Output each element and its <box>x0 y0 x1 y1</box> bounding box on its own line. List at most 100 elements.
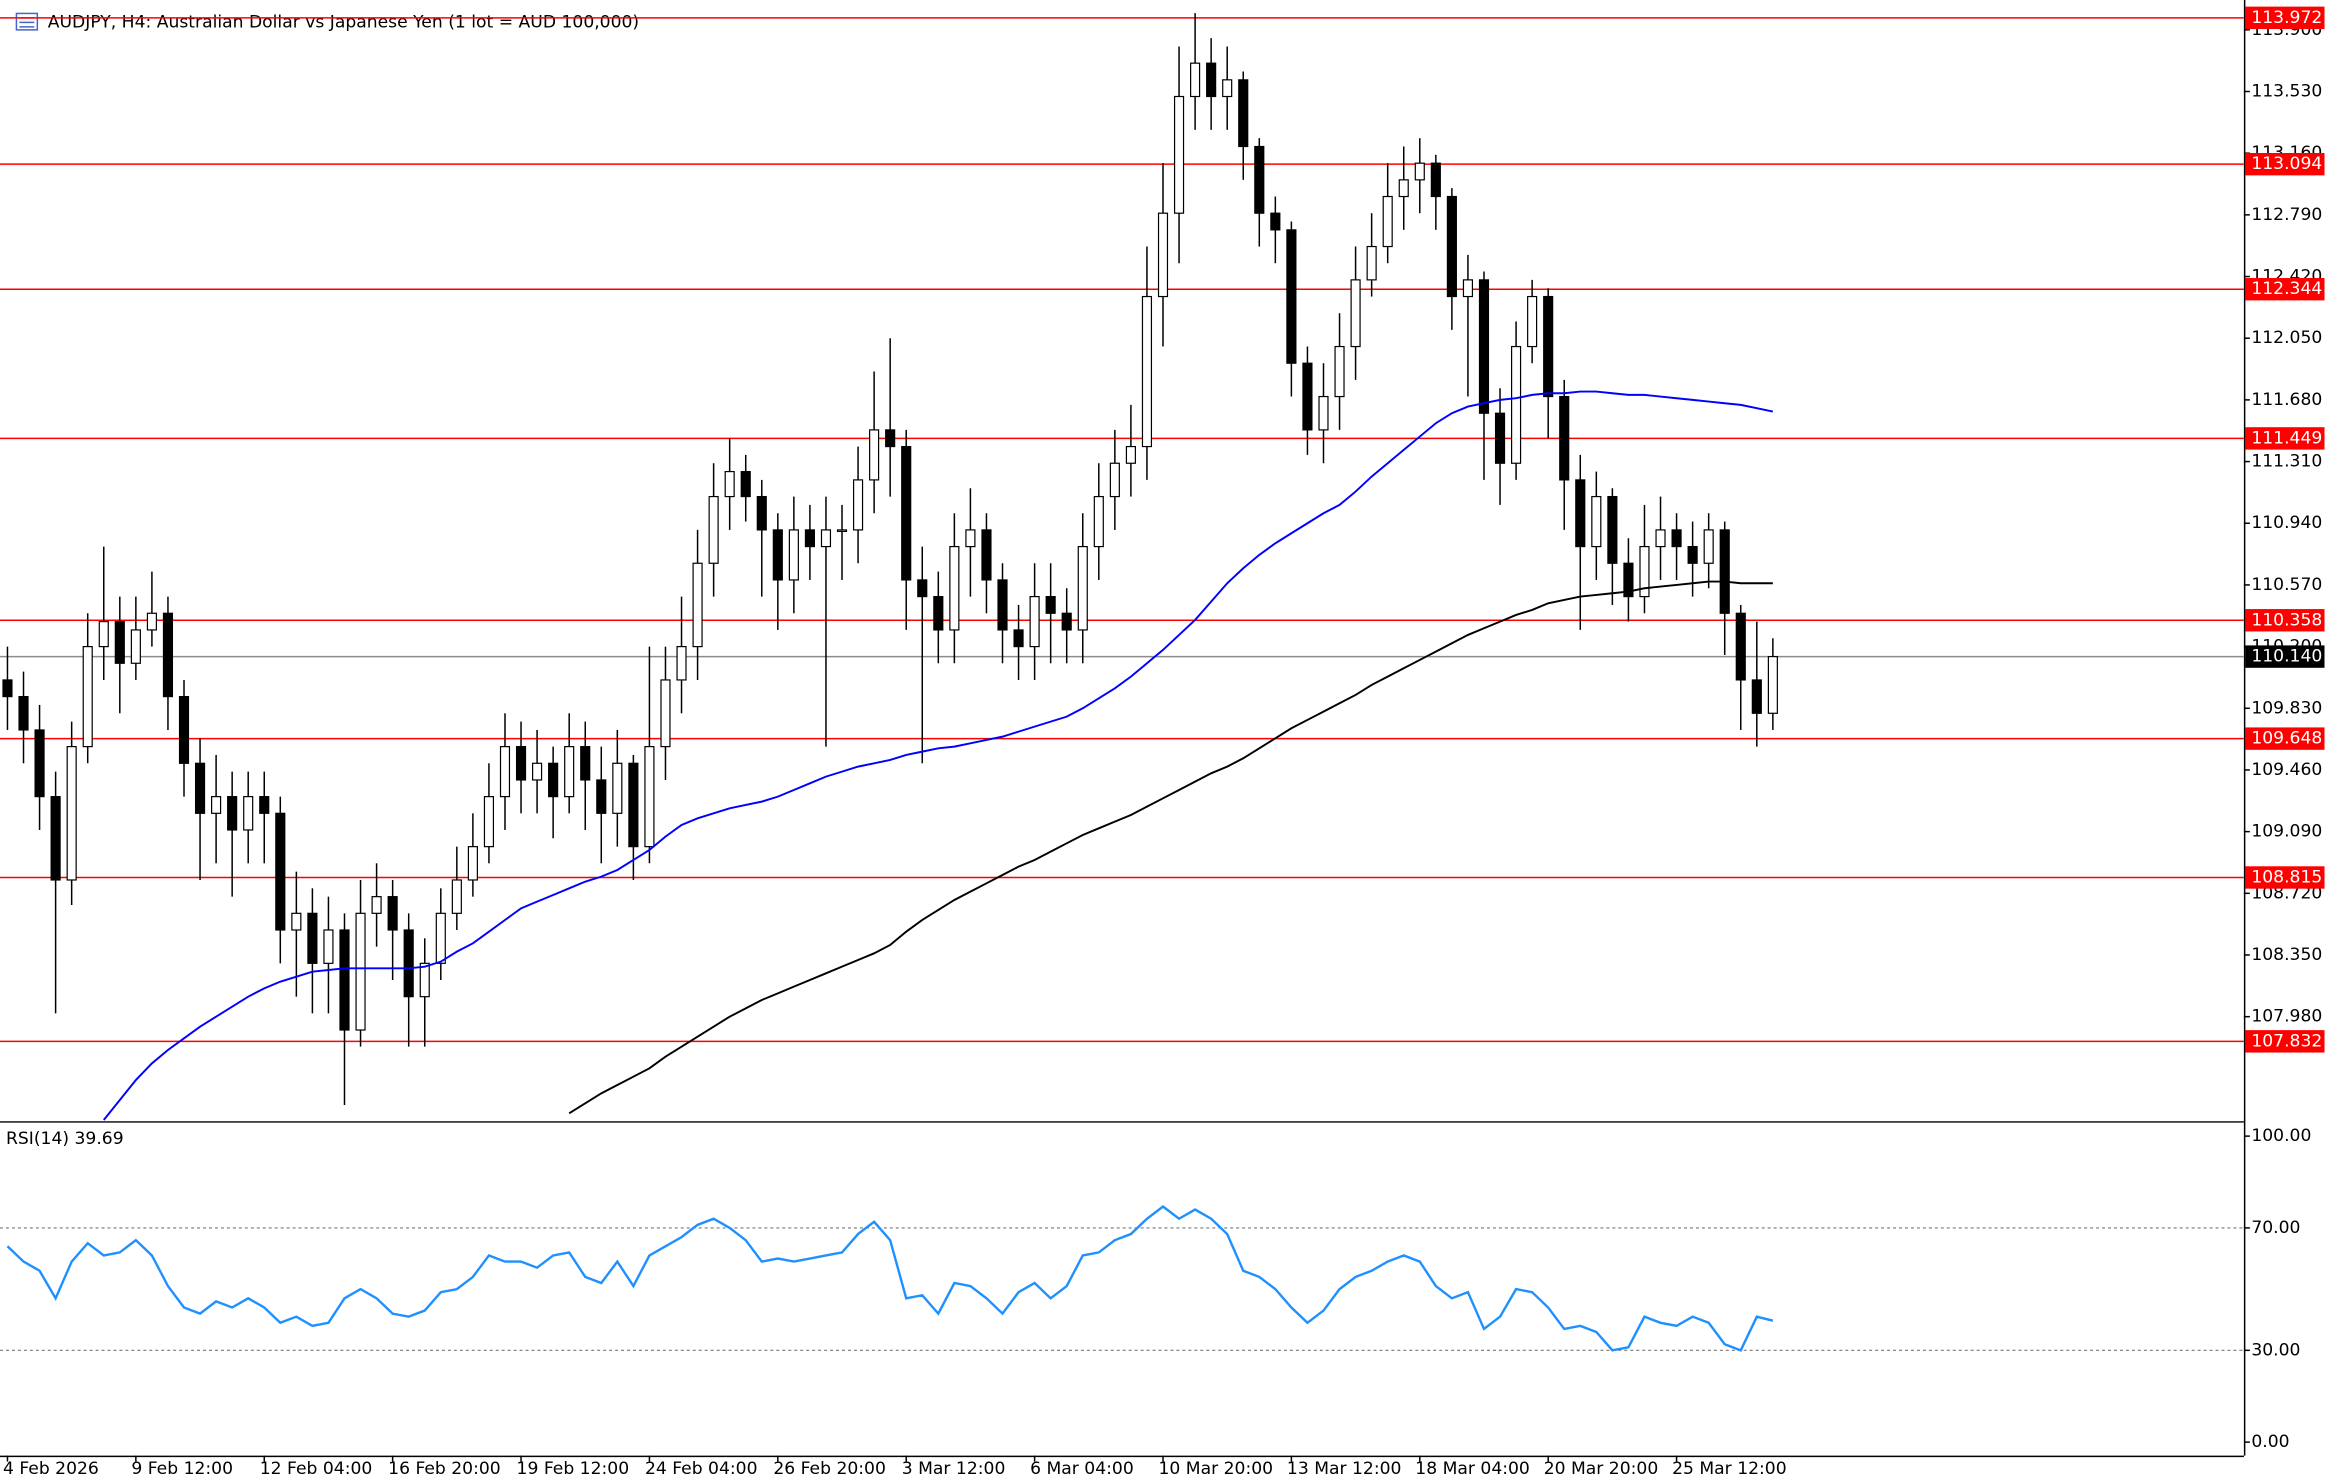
candle-body <box>612 762 623 814</box>
candle-body <box>1077 545 1088 631</box>
candle-body <box>1543 295 1554 398</box>
level-label-box <box>2245 866 2325 889</box>
candle-body <box>1511 345 1522 464</box>
candle-body <box>1719 529 1730 614</box>
y-tick-label: 0.00 <box>2251 1432 2289 1452</box>
candle-body <box>1013 629 1024 648</box>
candle-body <box>1623 562 1634 598</box>
candle-body <box>307 912 318 964</box>
candle-body <box>130 629 141 664</box>
y-tick-label: 108.350 <box>2251 945 2322 965</box>
candle-body <box>644 746 655 848</box>
candle-body <box>804 529 815 548</box>
candle-body <box>1398 179 1409 198</box>
x-tick-label: 25 Mar 12:00 <box>1672 1459 1787 1478</box>
x-tick-label: 3 Mar 12:00 <box>902 1459 1006 1478</box>
candle-body <box>499 746 511 798</box>
candle-body <box>1334 345 1345 398</box>
candle-body <box>708 495 719 564</box>
indicator-line <box>6 1204 1774 1352</box>
y-tick-label: 110.570 <box>2251 575 2322 595</box>
candle-body <box>243 796 254 831</box>
candle-body <box>1350 279 1361 348</box>
candle-body <box>869 429 880 481</box>
candle-body <box>1767 656 1778 714</box>
candle-body <box>1238 79 1249 148</box>
candle-body <box>660 679 671 748</box>
y-tick-label: 109.830 <box>2251 698 2322 718</box>
candle-body <box>997 579 1008 631</box>
candle-body <box>965 529 976 548</box>
candle-body <box>1045 595 1056 614</box>
x-tick-label: 10 Mar 20:00 <box>1159 1459 1274 1478</box>
candle-body <box>323 929 334 964</box>
candle-body <box>564 746 575 798</box>
y-tick-label: 113.530 <box>2251 82 2322 102</box>
candle-body <box>1607 495 1618 564</box>
plot-area <box>0 1204 2244 1352</box>
level-label-box <box>2245 1030 2325 1053</box>
candle-body <box>1190 62 1201 98</box>
level-label-box <box>2245 278 2325 301</box>
candle-body <box>1671 529 1682 548</box>
y-tick-label: 109.090 <box>2251 822 2322 842</box>
candle-body <box>339 929 350 1031</box>
candle-body <box>1061 612 1072 631</box>
moving-average-line <box>103 390 1774 1121</box>
candle-body <box>1735 612 1746 681</box>
candle-body <box>1206 62 1217 98</box>
candle-body <box>1655 529 1666 548</box>
y-tick-label: 111.310 <box>2251 452 2322 472</box>
candle-body <box>1559 395 1570 481</box>
candle-body <box>1173 95 1185 214</box>
level-label-box <box>2245 6 2325 30</box>
candle-body <box>403 929 414 998</box>
candle-body <box>1254 145 1265 214</box>
candle-body <box>820 529 832 548</box>
level-label: 108.815 <box>2251 867 2322 887</box>
candle-body <box>371 896 382 914</box>
candle-body <box>2 679 13 698</box>
level-label-box <box>2245 609 2325 632</box>
y-tick-label: 112.790 <box>2251 205 2322 225</box>
y-tick-label: 70.00 <box>2251 1218 2300 1238</box>
candle-body <box>981 529 992 581</box>
candle-body <box>756 495 767 531</box>
x-tick-label: 4 Feb 2026 <box>3 1459 99 1478</box>
current-price-label: 110.140 <box>2251 647 2322 667</box>
candle-body <box>949 545 960 631</box>
candle-body <box>901 445 912 581</box>
candle-body <box>275 812 286 931</box>
candle-body <box>1366 245 1377 281</box>
level-label: 107.832 <box>2251 1031 2322 1051</box>
level-label: 113.094 <box>2251 154 2322 174</box>
symbol-icon <box>15 12 39 31</box>
x-tick-label: 6 Mar 04:00 <box>1030 1459 1134 1478</box>
level-label: 113.972 <box>2251 8 2322 28</box>
y-tick-label: 111.680 <box>2251 390 2322 410</box>
candle-body <box>836 529 848 533</box>
y-tick-label: 112.050 <box>2251 328 2322 348</box>
moving-average-line <box>568 580 1773 1115</box>
candle-body <box>772 529 783 581</box>
candle-body <box>1494 412 1506 464</box>
candle-body <box>451 879 462 914</box>
candle-body <box>788 529 799 581</box>
candle-body <box>1270 212 1281 231</box>
candle-body <box>66 746 77 881</box>
x-tick-label: 13 Mar 12:00 <box>1287 1459 1402 1478</box>
candle-body <box>291 912 302 931</box>
x-tick-label: 26 Feb 20:00 <box>773 1459 886 1478</box>
x-tick-label: 16 Feb 20:00 <box>388 1459 501 1478</box>
x-tick-label: 9 Feb 12:00 <box>131 1459 233 1478</box>
x-tick-label: 19 Feb 12:00 <box>517 1459 630 1478</box>
candle-body <box>82 646 93 748</box>
y-tick-label: 107.980 <box>2251 1007 2322 1027</box>
candle-body <box>1414 162 1425 181</box>
candle-body <box>1222 79 1233 98</box>
candle-body <box>548 762 559 798</box>
candle-body <box>162 612 174 698</box>
candle-body <box>676 646 687 681</box>
candle-body <box>419 962 430 998</box>
